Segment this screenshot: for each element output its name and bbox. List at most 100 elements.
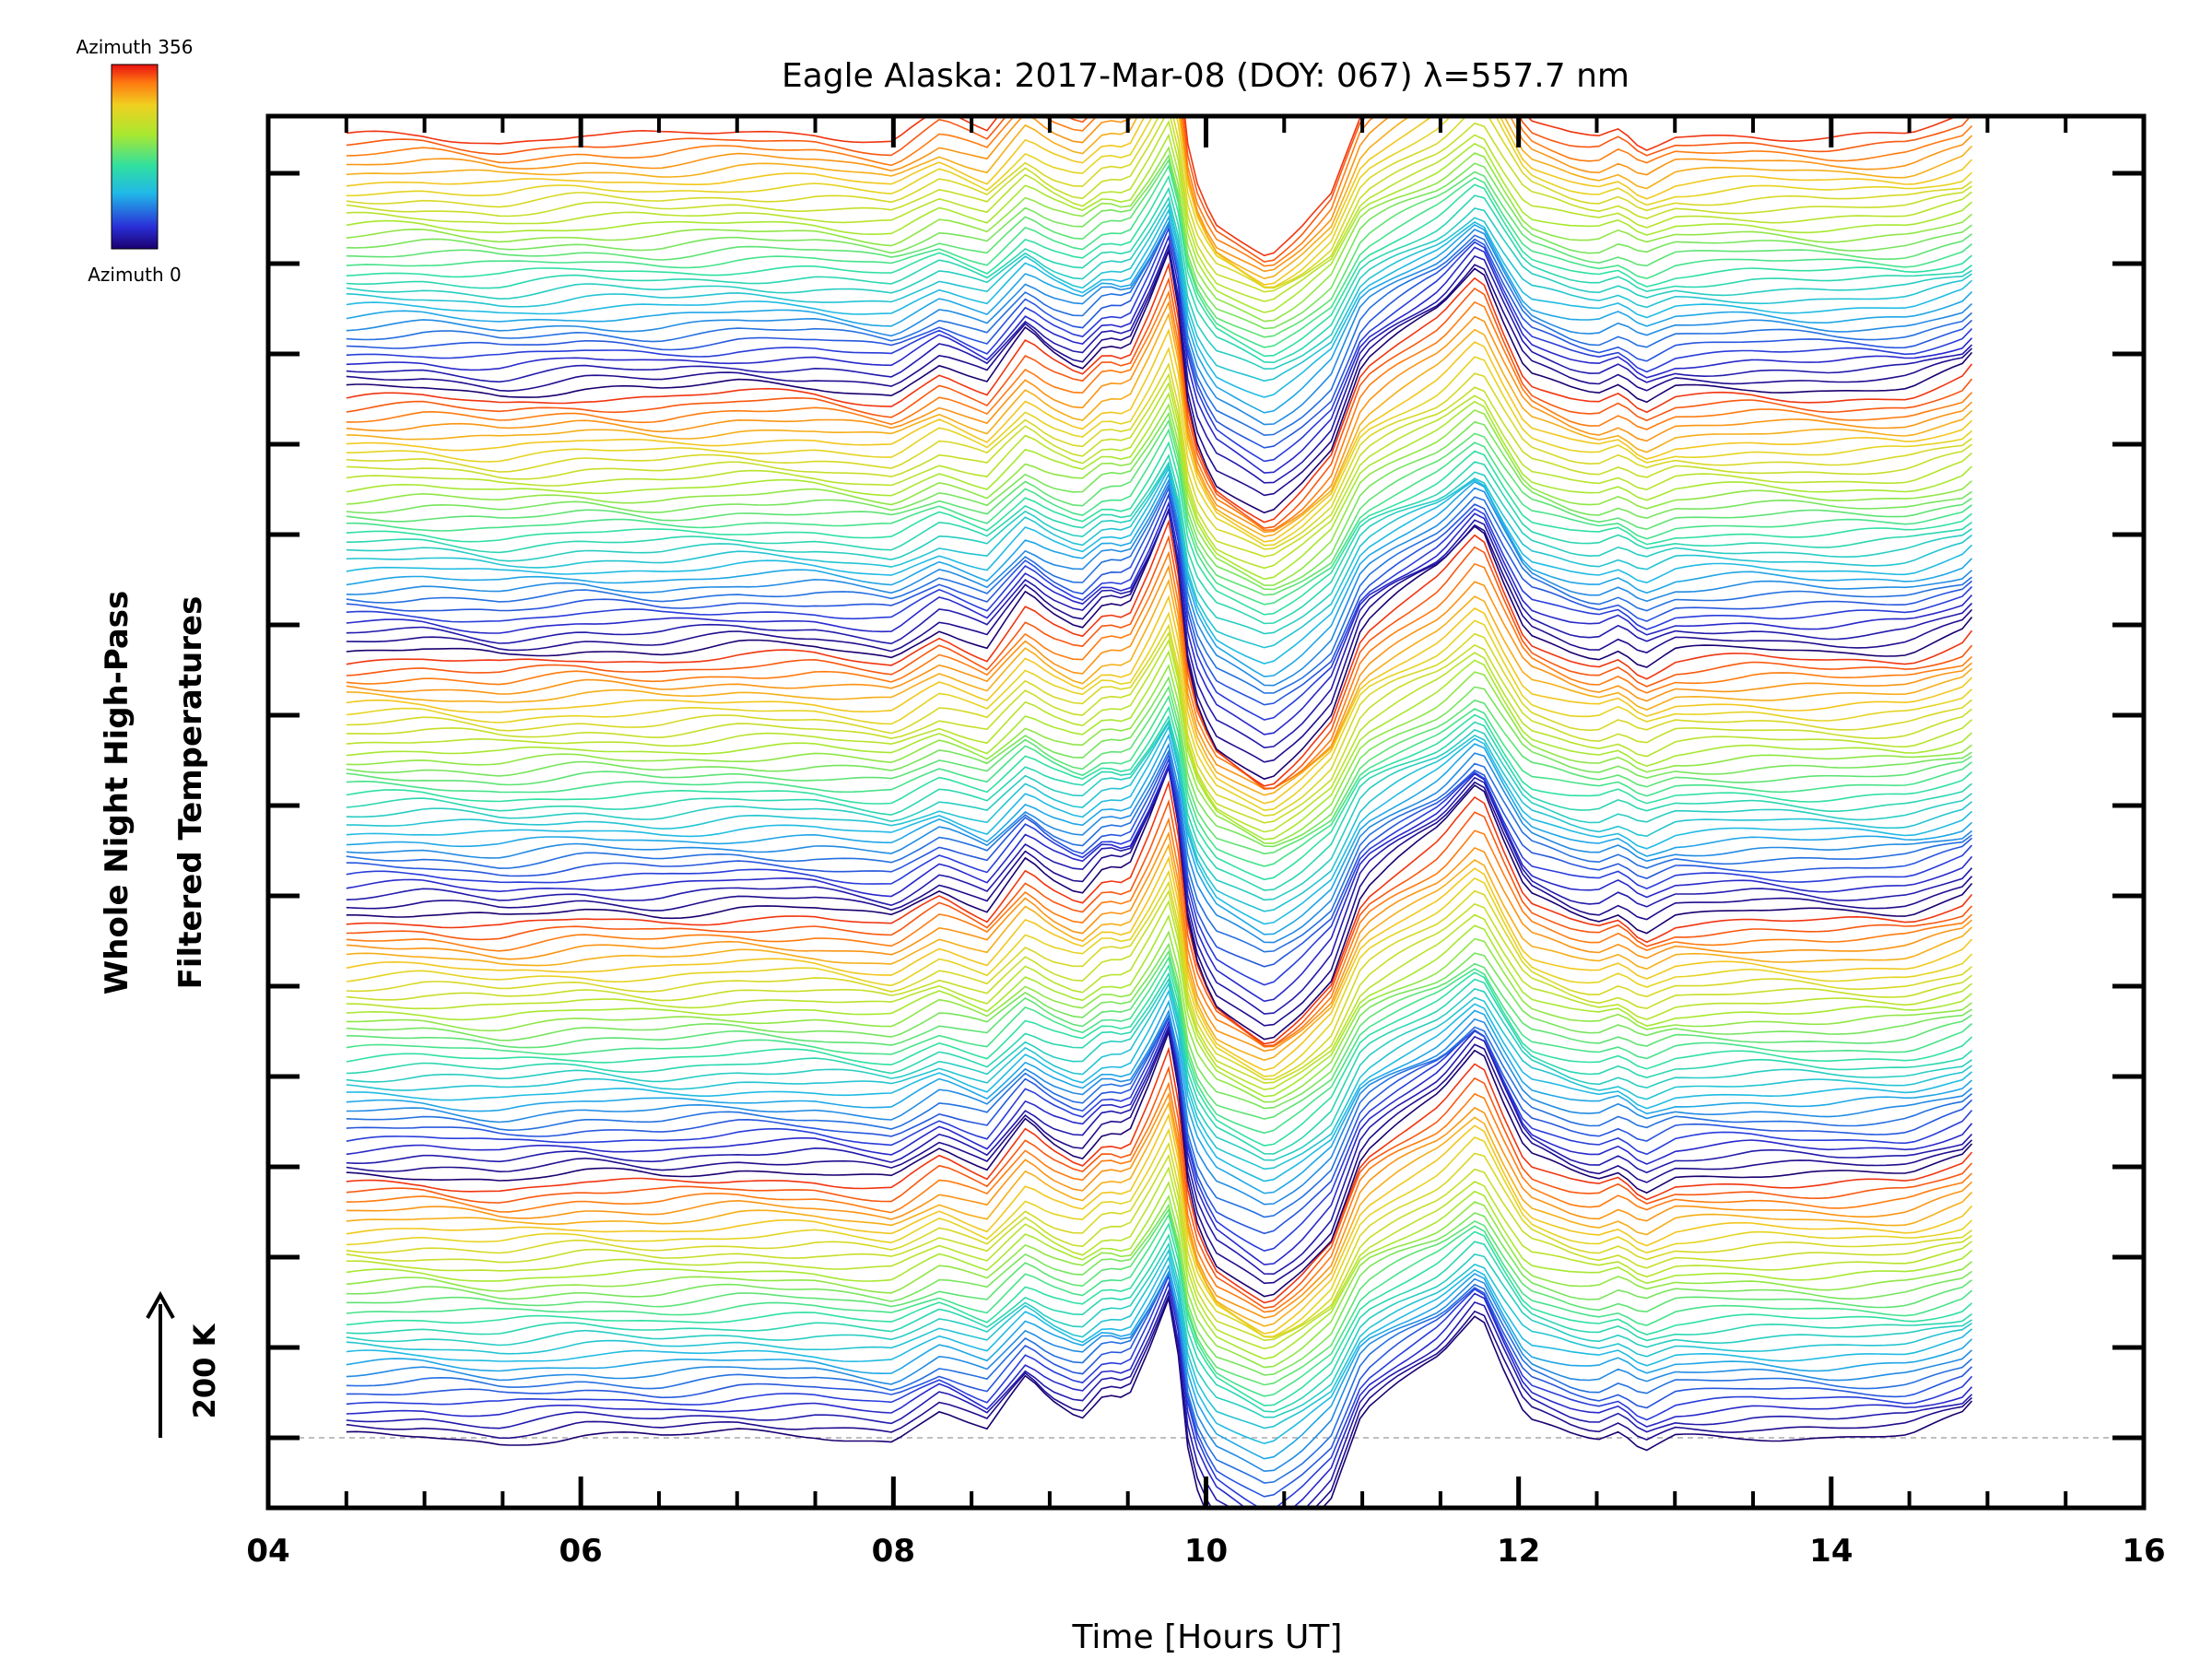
colorbar-gradient [111, 64, 159, 250]
series-line [346, 472, 1973, 677]
x-tick-label: 06 [559, 1533, 603, 1570]
series-line [346, 757, 1973, 986]
series-line [346, 963, 1973, 1147]
series-line [346, 780, 1973, 1045]
series-line [346, 949, 1972, 1120]
series-line [346, 694, 1972, 867]
axis-ticks: 04 06 08 10 12 14 16 [246, 116, 2166, 1570]
series-line [346, 664, 1972, 845]
series-line [346, 1100, 1973, 1327]
series-line [346, 154, 1972, 330]
series-line [346, 1023, 1973, 1276]
series-line [346, 381, 1973, 570]
series-line [346, 1292, 1973, 1508]
colorbar-top-label: Azimuth 356 [76, 36, 194, 58]
series-line [346, 262, 1973, 524]
series-line [346, 174, 1973, 358]
series-line [346, 1112, 1973, 1335]
series-line [346, 519, 1973, 787]
series-line [346, 478, 1973, 687]
series-line [346, 719, 1972, 901]
series-line [346, 798, 1973, 1047]
series-line [346, 1166, 1972, 1350]
series-line [346, 1269, 1973, 1473]
series-line [346, 1013, 1973, 1218]
x-tick-label: 12 [1497, 1533, 1540, 1570]
series-line [346, 817, 1973, 1048]
series-line [346, 578, 1973, 796]
series-line [346, 842, 1973, 1062]
series-line [346, 466, 1973, 665]
series-line [346, 500, 1973, 735]
series-line [346, 913, 1973, 1098]
series-line [346, 630, 1973, 824]
x-tick-label: 16 [2122, 1533, 2165, 1570]
series-line [346, 116, 1973, 288]
series-line [346, 507, 1973, 749]
series-line [346, 327, 1973, 543]
series-line [346, 186, 1972, 364]
series-line [346, 638, 1973, 833]
series-line [346, 855, 1973, 1072]
series-line [346, 1213, 1973, 1397]
series-line [346, 1015, 1973, 1253]
series-line [346, 372, 1972, 558]
series-line [346, 956, 1973, 1135]
series-line [346, 158, 1972, 338]
series-line [346, 403, 1973, 586]
series-line [346, 1273, 1973, 1508]
series-line [346, 312, 1973, 537]
series-line [346, 1046, 1973, 1304]
series-line [346, 1194, 1973, 1369]
series-line [346, 1026, 1973, 1285]
series-line [346, 207, 1973, 398]
series-line [346, 116, 1973, 267]
y-axis-title-line2: Filtered Temperatures [172, 596, 209, 990]
series-line [346, 1288, 1973, 1508]
colorbar: Azimuth 356 Azimuth 0 [76, 36, 194, 286]
series-line [346, 748, 1972, 953]
series-line [346, 411, 1972, 591]
series-line [346, 492, 1973, 721]
series-line [346, 276, 1973, 529]
series-line [346, 392, 1973, 581]
series-line [346, 428, 1972, 606]
series-line [346, 550, 1973, 790]
series-line [346, 222, 1973, 449]
series-line [346, 234, 1973, 474]
series-line [346, 1181, 1973, 1360]
series-line [346, 977, 1972, 1161]
series-line [346, 461, 1972, 635]
series-line [346, 361, 1972, 550]
series-line [346, 880, 1973, 1080]
series-line [346, 226, 1973, 463]
series-line [346, 202, 1972, 382]
series-line [346, 1018, 1973, 1265]
series-line [346, 705, 1973, 881]
series-line [346, 418, 1972, 596]
series-line [346, 1141, 1972, 1338]
series-line [346, 752, 1973, 968]
series-line [346, 195, 1972, 371]
series-line [346, 116, 1972, 293]
series-line [346, 999, 1973, 1194]
colorbar-bottom-label: Azimuth 0 [88, 264, 182, 286]
series-line [346, 982, 1972, 1171]
series-line [346, 116, 1972, 263]
series-line [346, 246, 1973, 497]
series-line [346, 1280, 1973, 1508]
series-line [346, 899, 1973, 1091]
series-line [346, 1008, 1973, 1206]
series-line [346, 221, 1973, 437]
series-line [346, 869, 1973, 1077]
series-line [346, 535, 1973, 790]
series-line [346, 1153, 1972, 1342]
series-line [346, 1081, 1973, 1313]
series-line [346, 742, 1973, 944]
series-line [346, 1029, 1973, 1298]
series-line [346, 676, 1972, 848]
chart-title: Eagle Alaska: 2017-Mar-08 (DOY: 067) λ=5… [782, 57, 1630, 95]
series-line [346, 971, 1973, 1155]
series-line [346, 116, 1973, 273]
series-line [346, 116, 1959, 257]
